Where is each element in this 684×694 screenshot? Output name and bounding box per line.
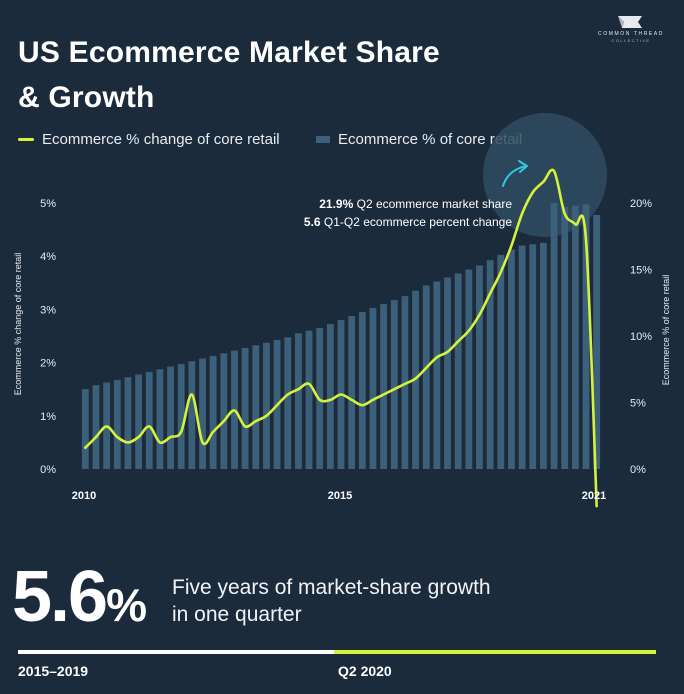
annotation-market-share-text: Q2 ecommerce market share <box>357 197 513 211</box>
bar-q37 <box>465 269 473 469</box>
bar-q36 <box>454 273 462 469</box>
bar-q11 <box>188 361 196 469</box>
bar-q26 <box>348 316 356 469</box>
bar-q21 <box>294 333 302 469</box>
annotation-percent-change: 5.6 Q1-Q2 ecommerce percent change <box>304 215 512 229</box>
left-tick-label: 3% <box>40 304 56 316</box>
x-tick-label: 2021 <box>582 490 606 502</box>
bar-q49 <box>593 214 601 469</box>
bar-q22 <box>305 330 313 469</box>
bar-q8 <box>156 369 164 469</box>
big-number-value: 5.6 <box>12 557 108 637</box>
legend-item-bar: Ecommerce % of core retail <box>316 131 522 148</box>
right-tick-label: 20% <box>630 198 652 210</box>
curved-arrow-icon <box>502 165 527 187</box>
bar-q9 <box>167 366 174 469</box>
period-label-q2-2020: Q2 2020 <box>338 663 392 679</box>
x-tick-label: 2015 <box>328 490 352 502</box>
legend-line-label: Ecommerce % change of core retail <box>42 131 280 148</box>
annotation-market-share-value: 21.9% <box>319 197 356 211</box>
bar-q17 <box>252 345 260 469</box>
flag-icon <box>618 16 642 28</box>
right-tick-label: 10% <box>630 331 652 343</box>
annotation-market-share: 21.9% Q2 ecommerce market share <box>319 197 512 211</box>
bar-q39 <box>486 260 494 469</box>
big-number-caption: Five years of market-share growth in one… <box>172 576 491 626</box>
bar-q42 <box>518 245 526 469</box>
bar-q48 <box>582 204 590 469</box>
period-label-2015-2019: 2015–2019 <box>18 663 89 679</box>
bar-q24 <box>326 324 334 469</box>
bar-q12 <box>199 358 206 469</box>
legend-item-line: Ecommerce % change of core retail <box>18 131 280 148</box>
legend-bar-label: Ecommerce % of core retail <box>338 131 523 148</box>
bar-q18 <box>263 342 270 469</box>
annotation-percent-change-value: 5.6 <box>304 215 324 229</box>
legend-bar-swatch <box>316 136 330 143</box>
big-number: 5.6% <box>12 557 147 645</box>
bar-q6 <box>135 374 142 469</box>
left-axis-title: Ecommerce % change of core retail <box>13 253 23 396</box>
bar-q7 <box>145 371 153 469</box>
bar-q20 <box>284 337 292 469</box>
bar-q46 <box>561 206 569 470</box>
bar-q28 <box>369 308 377 469</box>
chart-canvas: 0% 1% 2% 3% 4% 5% 0% 5% 10% 15% 20% 2010 2015 2021 Eco… <box>13 113 671 508</box>
bar-q43 <box>529 244 537 469</box>
bar-q40 <box>497 254 505 469</box>
bar-q14 <box>220 353 228 469</box>
bar-q10 <box>177 363 185 469</box>
legend-line-swatch <box>18 138 34 141</box>
annotation-percent-change-text: Q1-Q2 ecommerce percent change <box>324 215 512 229</box>
bar-q2 <box>92 385 100 469</box>
bar-q5 <box>124 377 132 469</box>
bar-q41 <box>508 249 515 469</box>
left-tick-label: 1% <box>40 411 56 423</box>
right-axis-title: Ecommerce % of core retail <box>661 275 671 386</box>
period-bar-q2-2020 <box>334 650 656 654</box>
logo-line-2: COLLECTIVE <box>611 38 651 43</box>
logo-line-1: COMMON THREAD <box>598 31 664 37</box>
left-tick-label: 0% <box>40 464 56 476</box>
bar-q1 <box>81 389 89 469</box>
bar-q45 <box>550 203 558 469</box>
bar-q27 <box>358 312 366 469</box>
series-line-pct-change <box>84 168 598 508</box>
bar-q13 <box>209 355 217 469</box>
bar-q34 <box>433 281 441 469</box>
chart-title-line-2: & Growth <box>18 81 155 114</box>
left-tick-label: 5% <box>40 198 56 210</box>
bar-q38 <box>476 265 483 469</box>
bar-q29 <box>380 304 388 469</box>
left-tick-label: 4% <box>40 251 56 263</box>
period-bar-2015-2019 <box>18 650 334 654</box>
brand-logo: COMMON THREAD COLLECTIVE <box>598 14 664 48</box>
x-tick-label: 2010 <box>72 490 96 502</box>
right-tick-label: 5% <box>630 398 646 410</box>
bar-q47 <box>571 205 579 469</box>
bar-q35 <box>444 277 451 469</box>
chart-title-line-1: US Ecommerce Market Share <box>18 36 440 69</box>
arrow-head-icon <box>518 160 528 173</box>
bar-q30 <box>390 300 398 469</box>
chart-title: US Ecommerce Market Share & Growth <box>18 30 440 120</box>
left-tick-label: 2% <box>40 358 56 370</box>
bar-q4 <box>113 379 121 469</box>
bar-q16 <box>241 347 249 469</box>
bar-q44 <box>540 242 547 469</box>
bar-q33 <box>422 285 430 469</box>
right-tick-label: 0% <box>630 464 646 476</box>
big-number-unit: % <box>106 579 147 631</box>
right-tick-label: 15% <box>630 265 652 277</box>
